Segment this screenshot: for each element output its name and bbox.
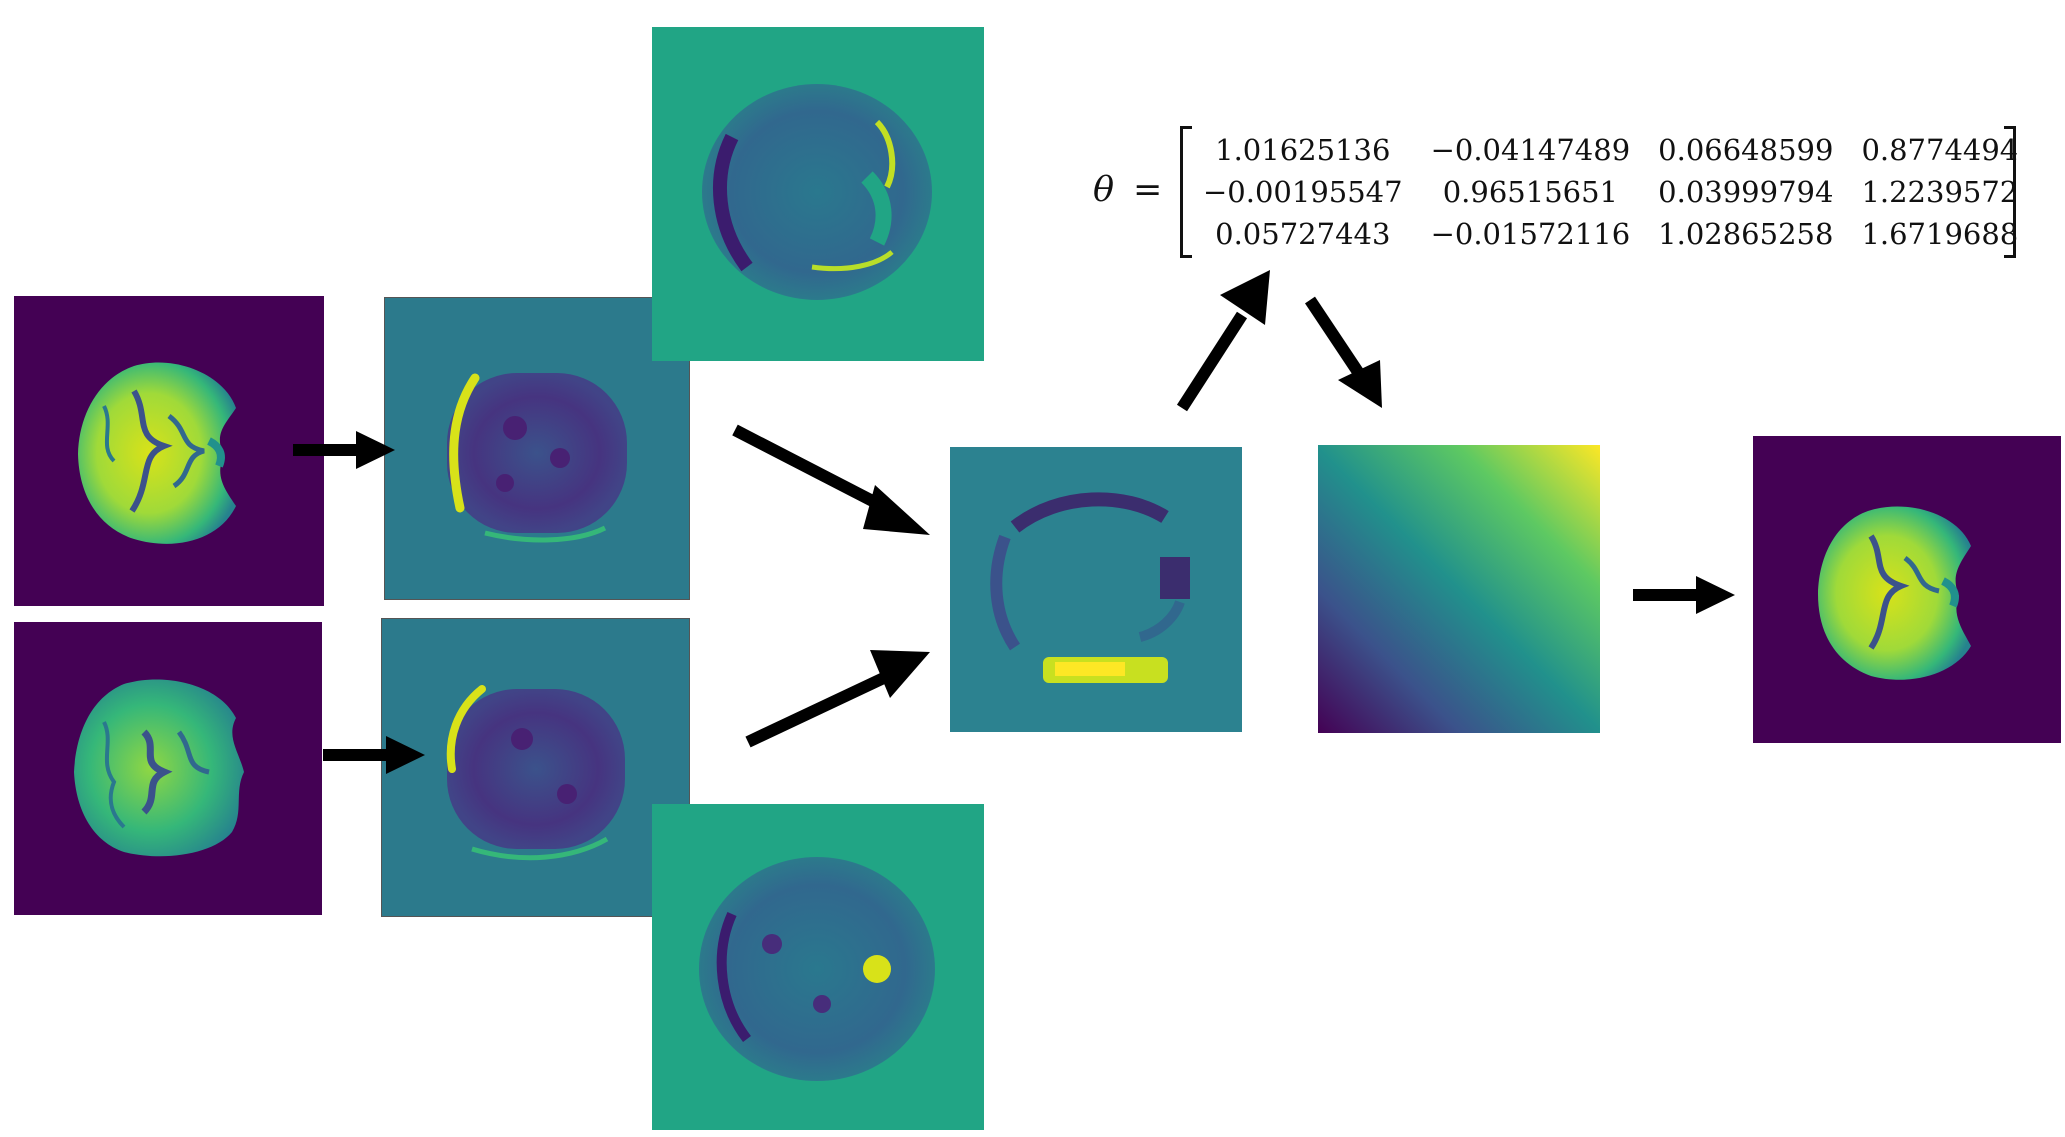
arrow-theta-to-grid: [1305, 296, 1382, 408]
matrix-cell: 1.02865258: [1658, 217, 1834, 251]
matrix-cell: 0.03999794: [1658, 175, 1834, 209]
equals-sign: =: [1133, 170, 1163, 210]
mri-brain-slice-image: [78, 362, 236, 544]
output-image: [1753, 436, 2061, 743]
arrow-feature1-to-fused: [732, 424, 930, 535]
input-image-2: [14, 622, 322, 915]
matrix-cell: 0.05727443: [1215, 217, 1391, 251]
matrix-table: 1.01625136 −0.04147489 0.06648599 0.8774…: [1189, 129, 2032, 255]
matrix-cell: 1.6719688: [1861, 217, 2019, 251]
matrix-row: 1.01625136 −0.04147489 0.06648599 0.8774…: [1189, 129, 2032, 171]
mri-brain-slice-image: [74, 679, 244, 857]
cnn-feature-map-image: [699, 857, 935, 1081]
matrix-cell: −0.01572116: [1430, 217, 1631, 251]
arrow-input2-to-feature2: [323, 736, 425, 774]
cnn-feature-map-image: [446, 685, 625, 861]
cnn-feature-map-image: [702, 84, 932, 300]
fused-feature-map: [950, 447, 1242, 732]
matrix-cell: 0.8774494: [1861, 133, 2019, 167]
input-image-1: [14, 296, 324, 606]
arrow-grid-to-output: [1633, 576, 1735, 614]
affine-matrix: 1.01625136 −0.04147489 0.06648599 0.8774…: [1180, 126, 2018, 258]
feature-map-2: [381, 618, 690, 917]
feature-map-1: [384, 297, 690, 600]
matrix-cell: 1.2239572: [1861, 175, 2019, 209]
arrow-feature2-to-fused: [745, 650, 930, 748]
theta-symbol: θ: [1093, 170, 1115, 210]
registered-mri-slice-image: [1818, 506, 1971, 680]
feature-map-bottom: [652, 804, 984, 1130]
cnn-feature-map-image: [990, 492, 1190, 683]
matrix-cell: 0.06648599: [1658, 133, 1834, 167]
feature-map-top: [652, 27, 984, 361]
matrix-cell: −0.00195547: [1203, 175, 1403, 209]
matrix-row: −0.00195547 0.96515651 0.03999794 1.2239…: [1189, 171, 2032, 213]
matrix-cell: 0.96515651: [1442, 175, 1618, 209]
matrix-cell: 1.01625136: [1215, 133, 1391, 167]
sampling-grid: [1318, 445, 1600, 733]
arrow-input1-to-feature1: [293, 431, 395, 469]
cnn-feature-map-image: [447, 373, 627, 543]
arrow-fused-to-theta: [1176, 270, 1270, 412]
theta-matrix-equation: θ = 1.01625136 −0.04147489 0.06648599 0.…: [1085, 122, 2018, 262]
matrix-cell: −0.04147489: [1430, 133, 1631, 167]
matrix-row: 0.05727443 −0.01572116 1.02865258 1.6719…: [1189, 213, 2032, 255]
